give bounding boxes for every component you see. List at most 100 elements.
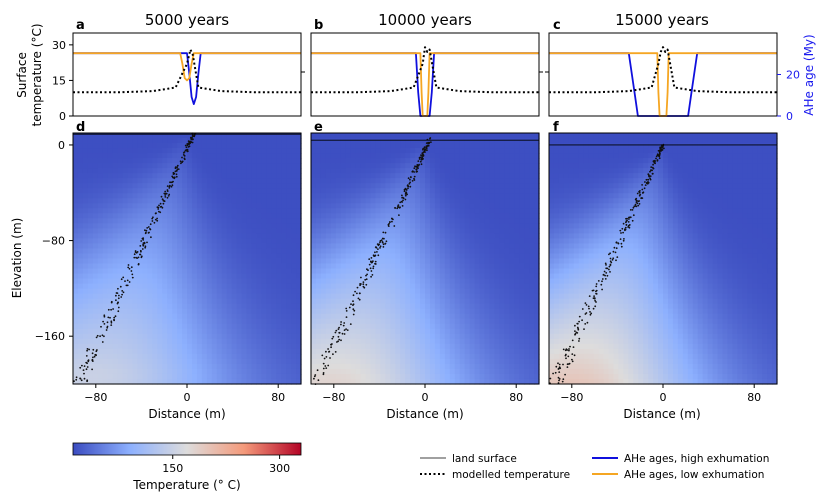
track-point xyxy=(113,316,116,319)
heat-cell xyxy=(236,338,243,345)
heat-cell xyxy=(479,263,486,270)
heat-cell xyxy=(266,348,272,355)
track-point xyxy=(153,221,156,224)
heat-cell xyxy=(97,233,104,240)
heat-cell xyxy=(256,158,262,164)
heat-cell xyxy=(311,198,317,204)
heat-cell xyxy=(439,263,446,270)
heat-cell xyxy=(449,193,456,199)
heat-cell xyxy=(390,233,396,240)
heat-cell xyxy=(524,188,530,194)
heat-cell xyxy=(152,223,158,229)
heat-cell xyxy=(410,283,416,290)
heat-cell xyxy=(241,178,248,184)
heat-cell xyxy=(142,268,148,275)
track-point xyxy=(92,348,95,351)
heat-cell xyxy=(107,168,114,174)
heat-cell xyxy=(454,133,461,139)
heat-cell xyxy=(315,198,322,204)
heat-cell xyxy=(266,173,272,179)
heat-cell xyxy=(276,268,282,275)
heat-cell xyxy=(514,243,520,250)
heat-cell xyxy=(375,313,381,320)
track-point xyxy=(345,328,347,330)
heat-cell xyxy=(509,203,515,209)
heat-cell xyxy=(489,368,495,375)
heat-cell xyxy=(231,163,238,169)
heat-cell xyxy=(102,173,109,179)
heat-cell xyxy=(266,273,272,280)
track-point xyxy=(110,324,113,326)
heat-cell xyxy=(330,268,337,275)
heat-cell xyxy=(271,333,277,340)
heat-cell xyxy=(206,373,213,380)
heat-cell xyxy=(415,258,421,265)
heat-cell xyxy=(191,343,198,350)
heat-cell xyxy=(325,373,332,380)
heat-cell xyxy=(390,243,396,250)
heat-cell xyxy=(177,188,183,194)
heat-cell xyxy=(420,263,426,270)
heat-cell xyxy=(281,248,287,255)
heat-cell xyxy=(172,173,178,179)
heat-cell xyxy=(449,248,456,255)
heat-cell xyxy=(286,303,292,310)
heat-cell xyxy=(251,333,257,340)
heat-cell xyxy=(246,333,253,340)
heat-cell xyxy=(177,233,183,240)
heat-cell xyxy=(429,248,436,255)
heat-cell xyxy=(325,358,332,365)
heat-cell xyxy=(286,173,292,179)
track-point xyxy=(131,273,134,276)
heat-cell xyxy=(484,193,491,199)
heat-cell xyxy=(241,148,248,154)
heat-cell xyxy=(216,258,223,265)
heat-cell xyxy=(311,223,317,229)
heat-cell xyxy=(405,278,411,285)
heat-cell xyxy=(206,143,213,149)
heat-cell xyxy=(172,228,178,234)
heat-cell xyxy=(291,298,297,305)
heat-cell xyxy=(405,158,411,164)
heat-cell xyxy=(117,373,124,380)
heat-cell xyxy=(509,228,515,234)
heat-cell xyxy=(534,293,540,300)
heat-cell xyxy=(365,223,372,229)
heat-cell xyxy=(439,258,446,265)
heat-cell xyxy=(82,328,89,335)
heat-cell xyxy=(221,153,228,159)
heat-cell xyxy=(484,298,491,305)
heat-cell xyxy=(241,363,248,370)
heat-cell xyxy=(122,258,129,265)
heat-cell xyxy=(122,193,129,199)
heat-cell xyxy=(191,273,198,280)
heat-cell xyxy=(534,153,540,159)
heat-cell xyxy=(464,343,471,350)
heat-cell xyxy=(107,378,114,385)
heat-cell xyxy=(405,288,411,295)
heat-cell xyxy=(429,328,436,335)
heat-cell xyxy=(266,343,272,350)
heat-cell xyxy=(429,268,436,275)
heat-cell xyxy=(355,353,362,360)
track-point xyxy=(181,160,184,163)
lines-a xyxy=(73,48,301,105)
heat-cell xyxy=(73,283,79,290)
heat-cell xyxy=(132,168,139,174)
heat-cell xyxy=(251,318,257,325)
heat-cell xyxy=(425,313,431,320)
heat-cell xyxy=(206,378,213,385)
heat-cell xyxy=(350,343,357,350)
heat-cell xyxy=(355,183,362,189)
heat-cell xyxy=(444,378,451,385)
heat-cell xyxy=(315,358,322,365)
heat-cell xyxy=(434,158,441,164)
heat-cell xyxy=(479,303,486,310)
heat-cell xyxy=(385,338,391,345)
heat-cell xyxy=(162,378,168,385)
heat-cell xyxy=(484,203,491,209)
heat-cell xyxy=(177,368,183,375)
heat-cell xyxy=(187,233,193,240)
heat-cell xyxy=(434,233,441,240)
heat-cell xyxy=(375,358,381,365)
